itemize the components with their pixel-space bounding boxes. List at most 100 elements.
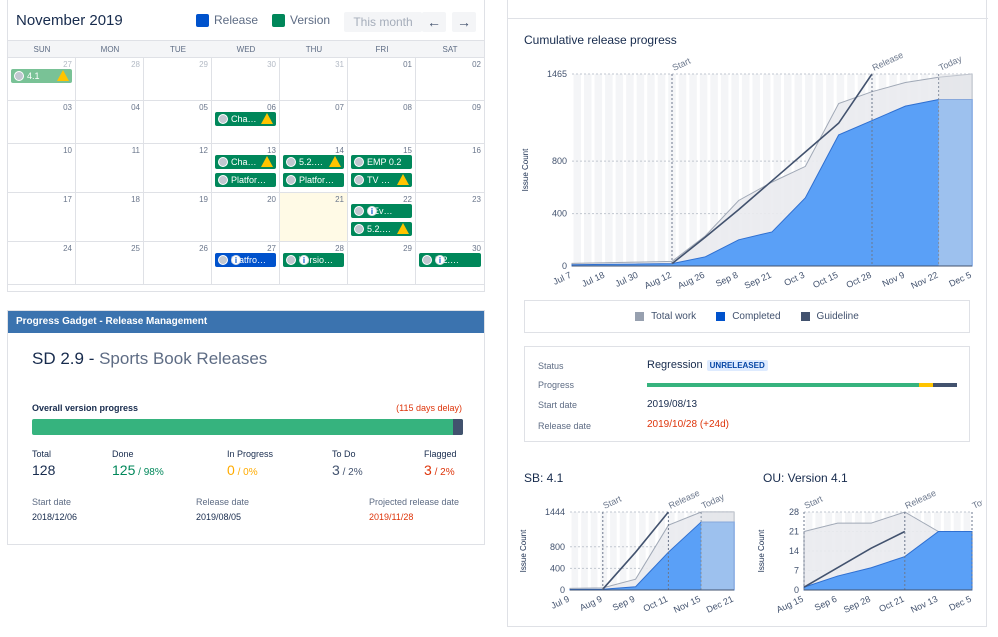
day-cell[interactable]: 29: [144, 58, 212, 101]
day-cell[interactable]: 08: [348, 101, 416, 144]
day-number: 25: [131, 244, 140, 253]
ou-release-chart: 0 7 14 21 28 Start Release Today Aug 15 Sep 6 Sep …: [757, 490, 982, 615]
guideline-line: [803, 530, 906, 588]
x-tick-label: Oct 28: [845, 270, 873, 290]
day-cell[interactable]: 04: [76, 101, 144, 144]
legend-guideline[interactable]: Guideline: [800, 311, 859, 322]
day-cell[interactable]: 12: [144, 144, 212, 193]
start-date-label: Start date: [538, 400, 578, 410]
x-tick-label: Jul 18: [580, 270, 606, 289]
day-cell[interactable]: 17: [8, 193, 76, 242]
day-cell[interactable]: 02: [416, 58, 484, 101]
version-event-chip[interactable]: Platfor…: [215, 173, 276, 187]
weekday-wed: WED: [236, 45, 256, 54]
day-cell[interactable]: 29: [348, 242, 416, 285]
guideline-swatch: [800, 312, 810, 321]
chart-legend: Total work Completed Guideline: [524, 300, 970, 333]
event-label: Cha…: [231, 157, 257, 167]
version-event-chip[interactable]: TV …: [351, 173, 412, 187]
day-number: 30: [267, 60, 276, 69]
day-cell[interactable]: 09: [416, 101, 484, 144]
warning-icon: [57, 70, 69, 81]
day-cell[interactable]: 21: [280, 193, 348, 242]
day-cell[interactable]: 14 5.2.… Platfor…: [280, 144, 348, 193]
day-number: 08: [403, 103, 412, 112]
version-title: SD 2.9 - Sports Book Releases: [32, 349, 267, 369]
x-tick-label: Dec 5: [947, 270, 973, 289]
panel-divider: [508, 18, 988, 19]
x-tick-label: Aug 12: [643, 270, 673, 291]
version-event-chip[interactable]: SEv… i: [351, 204, 412, 218]
legend-total-work[interactable]: Total work: [635, 311, 696, 322]
release-event-chip[interactable]: Platfro… i: [215, 253, 276, 267]
info-icon: i: [231, 255, 241, 265]
version-event-chip[interactable]: Versio… i: [283, 253, 344, 267]
day-cell[interactable]: 24: [8, 242, 76, 285]
version-event-chip[interactable]: 4.1: [11, 69, 72, 83]
marker-label-start: Start: [671, 56, 693, 73]
date-value: 2019/08/05: [196, 512, 242, 522]
next-month-button[interactable]: →: [452, 12, 476, 32]
day-number: 16: [472, 146, 481, 155]
day-cell[interactable]: 30: [212, 58, 280, 101]
day-cell[interactable]: 11: [76, 144, 144, 193]
day-cell[interactable]: 22 SEv… i 5.2.…: [348, 193, 416, 242]
day-cell[interactable]: 01: [348, 58, 416, 101]
y-tick-label: 0: [562, 261, 567, 271]
day-cell[interactable]: 03: [8, 101, 76, 144]
day-cell[interactable]: 27 Platfro… i: [212, 242, 280, 285]
prev-month-button[interactable]: ←: [422, 12, 446, 32]
day-cell[interactable]: 18: [76, 193, 144, 242]
day-cell[interactable]: 06 Cha…: [212, 101, 280, 144]
version-event-chip[interactable]: Platfor…: [283, 173, 344, 187]
legend-completed[interactable]: Completed: [716, 311, 781, 322]
stat-to-do[interactable]: To Do 3 / 2%: [332, 449, 363, 478]
stat-in-progress[interactable]: In Progress 0 / 0%: [227, 449, 273, 478]
calendar-header: November 2019 Release Version This month…: [8, 0, 484, 40]
version-event-chip[interactable]: EMP 0.2: [351, 155, 412, 169]
day-cell[interactable]: 15 EMP 0.2 TV …: [348, 144, 416, 193]
x-tick-label: Dec 21: [705, 594, 735, 615]
version-event-chip[interactable]: 5.2.…: [283, 155, 344, 169]
day-cell[interactable]: 19: [144, 193, 212, 242]
x-tick-label: Jul 30: [614, 270, 640, 289]
day-number: 03: [63, 103, 72, 112]
version-event-chip[interactable]: 5.2.… i: [419, 253, 481, 267]
day-cell[interactable]: 13 Cha… Platfor…: [212, 144, 280, 193]
day-cell[interactable]: 27 4.1: [8, 58, 76, 101]
day-cell[interactable]: 16: [416, 144, 484, 193]
y-tick-label: 21: [789, 527, 799, 537]
day-cell[interactable]: 05: [144, 101, 212, 144]
day-cell[interactable]: 26: [144, 242, 212, 285]
in-progress-segment: [919, 383, 933, 387]
day-cell[interactable]: 10: [8, 144, 76, 193]
version-event-chip[interactable]: Cha…: [215, 112, 276, 126]
version-event-chip[interactable]: 5.2.…: [351, 222, 412, 236]
calendar-grid: 27 4.1 28 29 30 31 01 02 03 04 05 06 Cha… 07 08 09 10 11 1…: [8, 58, 484, 285]
day-number: 27: [267, 244, 276, 253]
stat-total[interactable]: Total 128: [32, 449, 55, 478]
calendar-month-title: November 2019: [16, 11, 123, 29]
stat-flagged[interactable]: Flagged 3 / 2%: [424, 449, 457, 478]
project-avatar-icon: [286, 255, 296, 265]
day-number: 02: [472, 60, 481, 69]
x-tick-label: Sep 6: [813, 594, 839, 613]
day-cell[interactable]: 20: [212, 193, 280, 242]
day-cell[interactable]: 30 5.2.… i: [416, 242, 484, 285]
day-cell[interactable]: 31: [280, 58, 348, 101]
day-cell[interactable]: 25: [76, 242, 144, 285]
day-cell[interactable]: 23: [416, 193, 484, 242]
day-cell[interactable]: 07: [280, 101, 348, 144]
arrow-left-icon: ←: [427, 14, 441, 30]
weekday-mon: MON: [100, 45, 120, 54]
day-cell[interactable]: 28 Versio… i: [280, 242, 348, 285]
this-month-button[interactable]: This month: [344, 12, 422, 32]
day-cell[interactable]: 28: [76, 58, 144, 101]
project-name-link[interactable]: Sports Book Releases: [99, 349, 268, 368]
stat-done[interactable]: Done 125 / 98%: [112, 449, 164, 478]
y-tick-label: 800: [552, 156, 567, 166]
version-event-chip[interactable]: Cha…: [215, 155, 276, 169]
stat-label: In Progress: [227, 449, 274, 459]
release-date-label: Release date: [538, 421, 592, 431]
